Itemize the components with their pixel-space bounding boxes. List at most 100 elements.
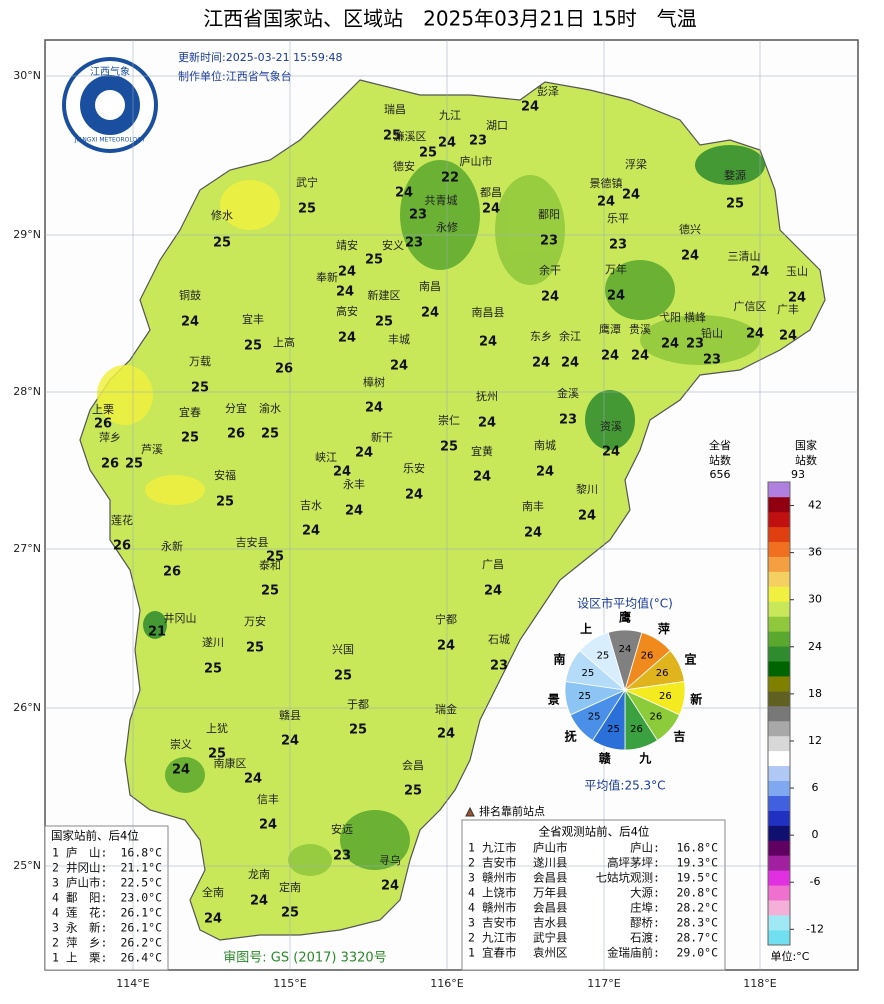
station-name: 永新 — [161, 539, 183, 553]
station-value: 25 — [244, 339, 262, 354]
station-value: 24 — [681, 249, 699, 264]
lat-label: 26°N — [13, 701, 41, 714]
colorbar-band — [768, 750, 790, 767]
station-value: 24 — [365, 401, 383, 416]
station-value: 24 — [381, 879, 399, 894]
national-table-cell: 1 — [52, 951, 59, 965]
station-name: 弋阳 — [659, 311, 681, 324]
province-table-cell: 1 — [468, 841, 475, 855]
province-table-cell: 19.5°C — [676, 871, 718, 885]
pie-slice — [579, 631, 626, 692]
station-value: 25 — [349, 723, 367, 738]
station-name: 南城 — [534, 439, 556, 452]
pie-value: 26 — [630, 724, 643, 735]
province-table-cell: 九江市 — [482, 931, 517, 945]
station-value: 24 — [622, 188, 640, 203]
colorbar-band — [768, 601, 790, 617]
station-value: 24 — [541, 290, 559, 305]
cool-patch — [695, 145, 765, 185]
station-name: 广信区 — [734, 300, 767, 313]
station-name: 全南 — [202, 885, 224, 899]
station-name: 会昌 — [402, 759, 424, 772]
station-name: 石城 — [488, 633, 510, 646]
lat-label: 25°N — [13, 859, 41, 872]
station-value: 25 — [261, 584, 279, 599]
national-table-cell: 1 — [52, 846, 59, 860]
colorbar-tick-label: -12 — [806, 922, 824, 935]
station-name: 新干 — [371, 430, 393, 444]
station-value: 24 — [631, 349, 649, 364]
station-name: 彭泽 — [537, 84, 559, 98]
province-table-cell: 28.2°C — [676, 901, 718, 915]
station-value: 26 — [227, 427, 245, 442]
station-value: 24 — [521, 100, 539, 115]
cool-patch — [288, 844, 332, 876]
station-value: 25 — [181, 431, 199, 446]
station-name: 宜春 — [179, 405, 201, 419]
province-table-cell: 会昌县 — [533, 901, 568, 915]
cool-patch — [495, 175, 565, 285]
station-value: 24 — [561, 356, 579, 371]
national-table-cell: 庐 山: — [66, 846, 107, 860]
province-table-cell: 醪桥: — [630, 916, 660, 930]
title: 江西省国家站、区域站 2025年03月21日 15时 气温 — [203, 7, 697, 31]
colorbar-band — [768, 691, 790, 707]
station-name: 南昌 — [419, 280, 441, 293]
province-table-cell: 庄埠: — [630, 901, 660, 915]
station-value: 24 — [181, 315, 199, 330]
station-value: 24 — [390, 359, 408, 374]
station-name: 德安 — [393, 159, 415, 173]
colorbar-band — [768, 556, 790, 572]
station-name: 玉山 — [786, 265, 808, 278]
lon-label: 114°E — [116, 977, 149, 990]
station-value: 26 — [163, 565, 181, 580]
logo-cloud — [95, 90, 125, 120]
station-name: 庐山市 — [460, 154, 493, 168]
colorbar-band — [768, 765, 790, 782]
station-value: 24 — [345, 504, 363, 519]
station-value: 25 — [125, 457, 143, 472]
pie-label: 上 — [580, 621, 592, 636]
station-name: 万年 — [605, 262, 627, 276]
station-value: 26 — [275, 362, 293, 377]
station-value: 25 — [298, 202, 316, 217]
national-header: 站数 — [795, 453, 817, 467]
cool-patch — [400, 160, 480, 270]
national-table-cell: 鄱 阳: — [66, 891, 107, 905]
national-table-cell: 萍 乡: — [66, 936, 107, 950]
station-name: 井冈山 — [164, 611, 197, 625]
cool-patch — [640, 315, 760, 365]
station-value: 21 — [148, 625, 166, 640]
national-table-cell: 上 栗: — [66, 951, 107, 965]
station-name: 安义 — [382, 238, 404, 252]
colorbar-band — [768, 571, 790, 587]
station-value: 23 — [469, 134, 487, 149]
station-name: 婺源 — [724, 168, 746, 182]
station-name: 德兴 — [679, 222, 701, 236]
station-value: 24 — [250, 894, 268, 909]
lon-label: 116°E — [430, 977, 463, 990]
station-name: 赣县 — [279, 708, 301, 722]
station-name: 崇仁 — [438, 414, 460, 427]
station-name: 铅山 — [701, 326, 723, 340]
colorbar-tick-label: 42 — [808, 499, 822, 512]
colorbar-band — [768, 795, 790, 811]
pie-value: 26 — [656, 668, 669, 679]
station-value: 24 — [395, 186, 413, 201]
station-name: 宜丰 — [242, 312, 264, 326]
national-table-box — [44, 825, 169, 971]
update-time: 更新时间:2025-03-21 15:59:48 — [178, 50, 343, 64]
province-table-cell: 赣州市 — [482, 871, 517, 885]
national-table-title: 国家站前、后4位 — [51, 829, 139, 843]
station-name: 南康区 — [214, 756, 247, 770]
colorbar-band — [768, 661, 790, 677]
national-table-cell: 4 — [52, 891, 59, 905]
station-name: 安福 — [214, 468, 236, 482]
lat-label: 28°N — [13, 385, 41, 398]
colorbar-band — [768, 885, 790, 901]
station-name: 余干 — [539, 263, 561, 277]
colorbar-band — [768, 735, 790, 752]
station-name: 崇义 — [170, 738, 192, 751]
colorbar-band — [768, 915, 790, 931]
colorbar-band — [768, 482, 790, 498]
